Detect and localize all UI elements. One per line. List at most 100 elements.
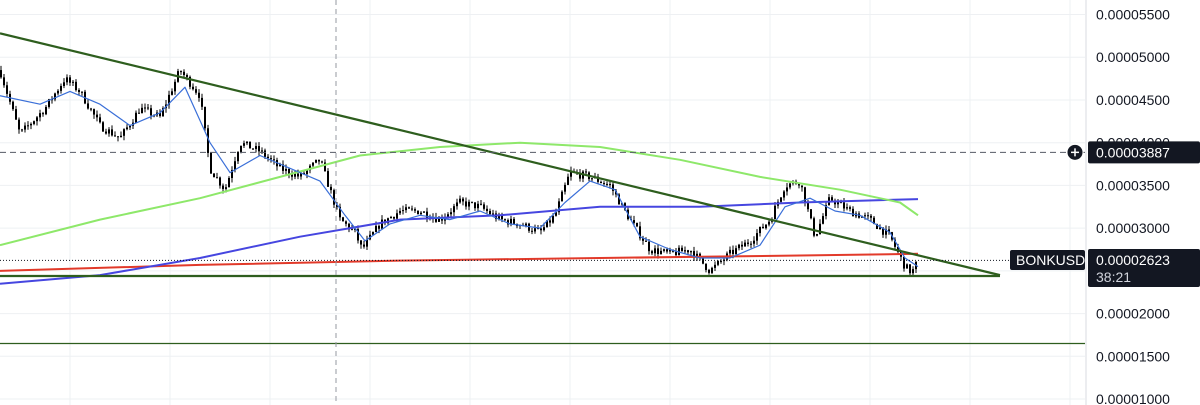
symbol-label: BONKUSD (1016, 252, 1085, 268)
candle-36 (108, 127, 110, 137)
candle-110 (330, 184, 332, 194)
candle-218 (654, 245, 656, 257)
candle-58 (174, 79, 176, 95)
crosshair (0, 0, 1085, 405)
candle-82 (246, 141, 248, 146)
trendline-descending-resistance[interactable] (0, 32, 1001, 277)
candle-161 (483, 202, 485, 211)
candle-107 (321, 160, 323, 164)
candle-11 (33, 120, 35, 126)
candle-89 (267, 154, 269, 162)
candle-105 (315, 159, 317, 164)
crosshair-price-tag[interactable]: 0.00003887 (1066, 141, 1200, 164)
candle-223 (669, 247, 671, 255)
candle-120 (360, 240, 362, 249)
candle-249 (747, 239, 749, 247)
candle-38 (114, 131, 116, 137)
candle-79 (237, 151, 239, 164)
candle-121 (363, 240, 365, 249)
candle-202 (606, 181, 608, 187)
candle-212 (636, 222, 638, 228)
candle-20 (60, 83, 62, 94)
candle-238 (714, 261, 716, 272)
candle-130 (390, 215, 392, 219)
candle-162 (486, 205, 488, 214)
y-tick-label-7: 0.00002000 (1096, 306, 1170, 322)
y-tick-label-9: 0.00001000 (1096, 391, 1170, 405)
candle-5 (15, 105, 17, 120)
y-tick-label-8: 0.00001500 (1096, 348, 1170, 364)
candle-109 (327, 168, 329, 187)
candle-2 (6, 81, 8, 98)
candle-4 (12, 100, 14, 111)
candle-278 (834, 198, 836, 208)
candle-65 (195, 86, 197, 95)
candle-267 (801, 185, 803, 192)
candle-85 (255, 142, 257, 153)
candle-81 (243, 140, 245, 149)
y-tick-label-1: 0.00005000 (1096, 49, 1170, 65)
candle-87 (261, 147, 263, 154)
candle-226 (678, 245, 680, 256)
candle-251 (753, 236, 755, 247)
candle-303 (909, 264, 911, 276)
candle-32 (96, 110, 98, 122)
candle-136 (408, 206, 410, 209)
candle-213 (639, 221, 641, 241)
candle-49 (147, 103, 149, 111)
candle-33 (99, 113, 101, 124)
candle-237 (711, 266, 713, 275)
candle-296 (888, 226, 890, 235)
candle-19 (57, 89, 59, 96)
candle-68 (204, 106, 206, 132)
candle-304 (912, 266, 914, 276)
candle-57 (171, 88, 173, 96)
price-axis-background (1086, 0, 1200, 405)
candle-168 (504, 218, 506, 222)
candle-14 (42, 111, 44, 117)
candle-66 (198, 89, 200, 102)
candle-190 (570, 166, 572, 181)
candle-154 (462, 197, 464, 206)
candle-71 (213, 173, 215, 178)
candle-139 (417, 210, 419, 215)
candle-22 (66, 74, 68, 86)
candle-10 (30, 122, 32, 130)
candle-250 (750, 241, 752, 249)
price-axis[interactable]: 0.000055000.000050000.000045000.00004000… (1085, 0, 1200, 405)
candle-119 (357, 225, 359, 244)
candle-29 (87, 98, 89, 110)
candle-60 (180, 70, 182, 75)
candle-268 (804, 186, 806, 207)
candle-77 (231, 166, 233, 183)
candle-86 (258, 142, 260, 156)
candle-124 (372, 231, 374, 236)
candle-290 (870, 214, 872, 222)
candle-271 (813, 216, 815, 238)
candle-37 (111, 125, 113, 137)
candle-40 (120, 131, 122, 138)
candle-25 (75, 79, 77, 92)
candle-15 (45, 105, 47, 116)
candle-253 (759, 226, 761, 237)
candle-54 (162, 106, 164, 117)
candle-90 (270, 155, 272, 163)
add-alert-icon[interactable] (1066, 143, 1084, 161)
candle-254 (762, 223, 764, 229)
candle-42 (126, 124, 128, 131)
trendline-drawings[interactable] (0, 32, 1085, 345)
candle-295 (885, 225, 887, 239)
candle-1 (3, 74, 5, 88)
price-tags: 0.00003887 BONKUSD 0.00002623 38:21 (1010, 141, 1200, 287)
candle-177 (531, 228, 533, 235)
candle-178 (534, 224, 536, 234)
candle-countdown-label: 38:21 (1096, 269, 1131, 285)
candle-302 (906, 263, 908, 269)
candle-258 (774, 201, 776, 220)
candle-61 (183, 69, 185, 78)
candle-248 (744, 239, 746, 247)
candle-193 (579, 169, 581, 182)
candle-56 (168, 90, 170, 109)
candle-239 (717, 260, 719, 267)
